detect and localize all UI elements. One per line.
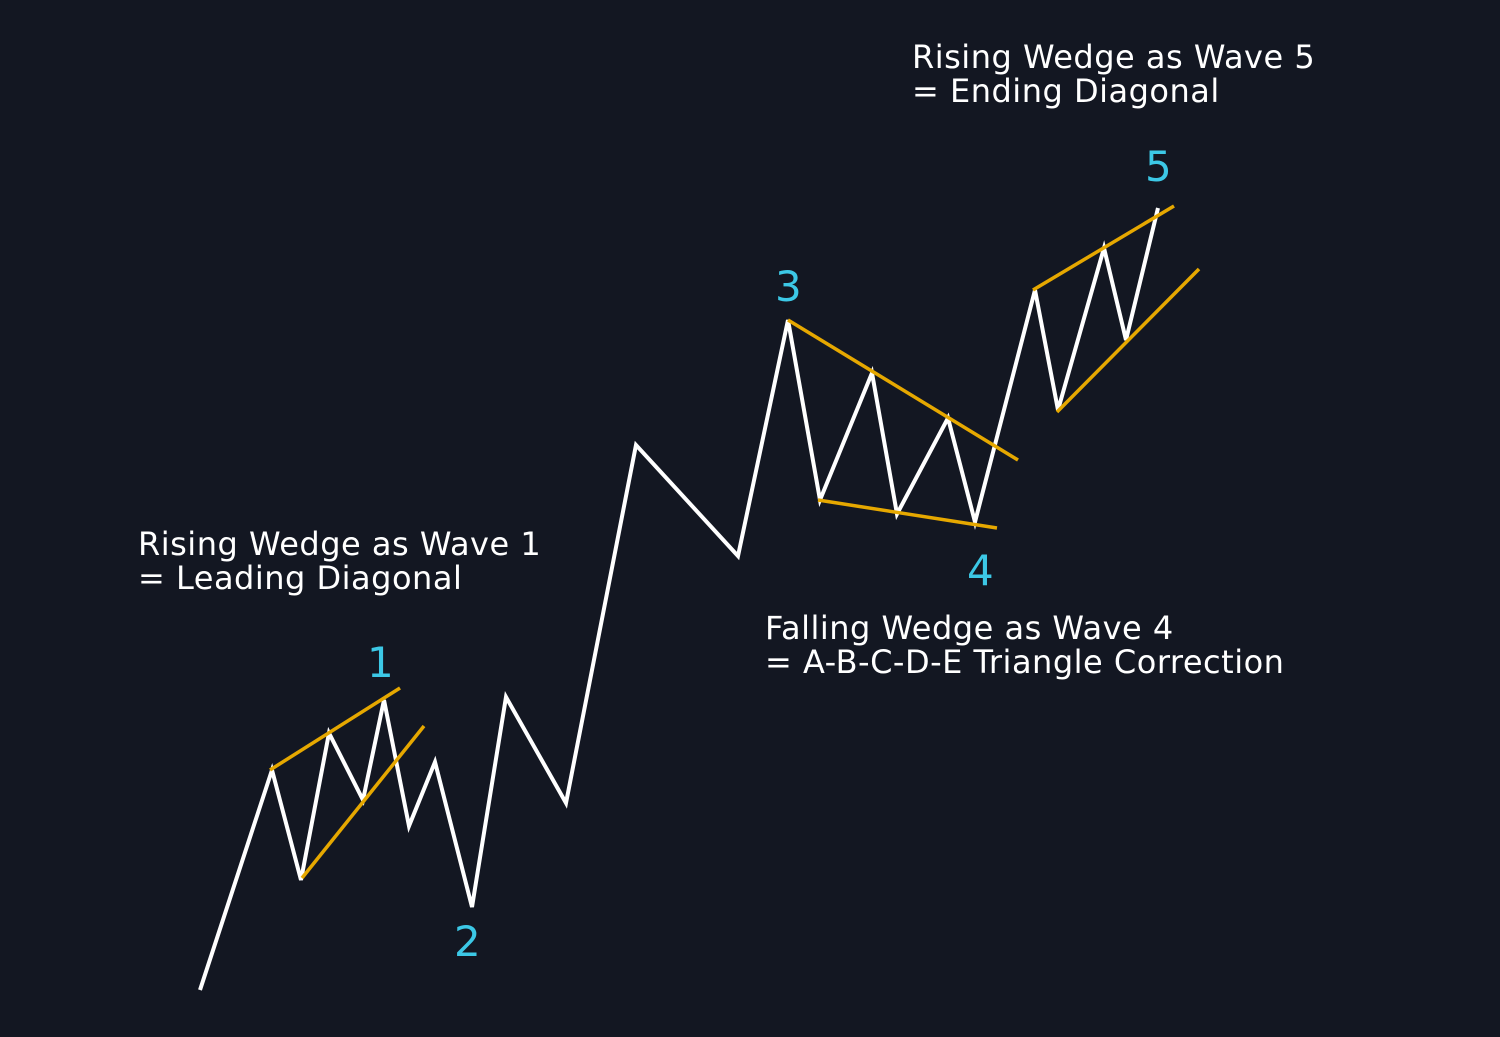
wave4-annotation: Falling Wedge as Wave 4 = A-B-C-D-E Trian… bbox=[765, 611, 1284, 679]
wave1-lower-trendline bbox=[300, 724, 426, 880]
annotation-line: Rising Wedge as Wave 1 bbox=[138, 525, 542, 563]
wave-label-2: 2 bbox=[454, 917, 481, 966]
annotation-line: = Ending Diagonal bbox=[912, 72, 1220, 110]
wave-label-5: 5 bbox=[1145, 142, 1172, 191]
wave-label-1: 1 bbox=[367, 638, 394, 687]
wave1-upper-trendline bbox=[269, 686, 401, 772]
wave4-upper-trendline bbox=[787, 318, 1019, 462]
annotation-line: Rising Wedge as Wave 5 bbox=[912, 38, 1316, 76]
annotation-line: = A-B-C-D-E Triangle Correction bbox=[765, 643, 1285, 681]
wave-label-4: 4 bbox=[967, 546, 994, 595]
wave5-lower-trendline bbox=[1055, 267, 1201, 414]
wave-label-3: 3 bbox=[775, 262, 802, 311]
price-path bbox=[198, 207, 1160, 991]
wave5-upper-trendline bbox=[1032, 204, 1175, 292]
wave4-lower-trendline bbox=[817, 498, 998, 530]
wave5-annotation: Rising Wedge as Wave 5 = Ending Diagonal bbox=[912, 40, 1315, 108]
annotation-line: = Leading Diagonal bbox=[138, 559, 463, 597]
wave1-annotation: Rising Wedge as Wave 1 = Leading Diagonal bbox=[138, 527, 541, 595]
annotation-line: Falling Wedge as Wave 4 bbox=[765, 609, 1174, 647]
